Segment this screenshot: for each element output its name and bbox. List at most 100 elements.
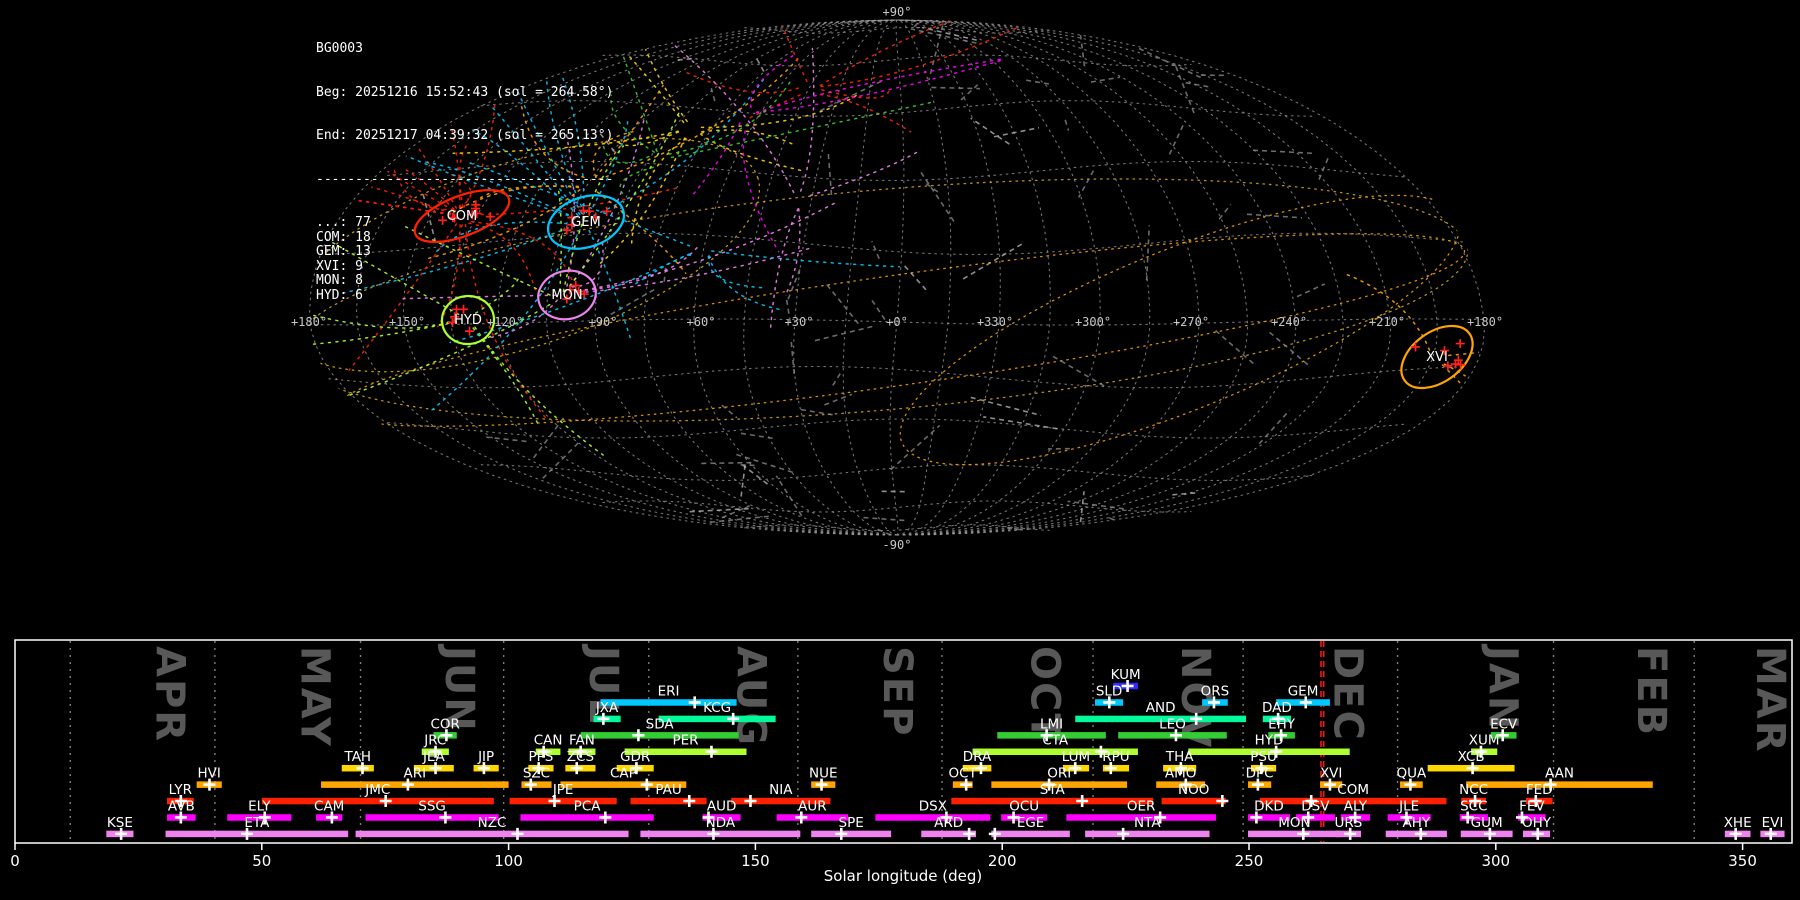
month-label: FEB xyxy=(1628,646,1674,737)
shower-TAH: TAH xyxy=(341,749,374,775)
equator-ra-label: +0° xyxy=(886,315,908,329)
count-line: ...: 77 xyxy=(316,215,371,230)
shower-code-label: DSV xyxy=(1301,798,1330,814)
shower-code-label: GEM xyxy=(1288,683,1319,699)
shower-code-label: OHY xyxy=(1522,815,1552,831)
shower-code-label: PER xyxy=(673,733,699,749)
shower-DPC: DPC xyxy=(1246,766,1274,791)
radiant-label: MON xyxy=(551,288,582,303)
shower-OCU: OCU xyxy=(1001,798,1048,824)
x-tick-label: 0 xyxy=(10,852,20,870)
shower-SCC: SCC xyxy=(1459,798,1488,824)
shower-code-label: COR xyxy=(430,716,459,732)
shower-code-label: AND xyxy=(1146,700,1176,716)
shower-code-label: ERI xyxy=(658,683,680,699)
shower-FED: FED xyxy=(1526,782,1553,808)
shower-code-label: JIP xyxy=(477,749,494,765)
equator-ra-label: +210° xyxy=(1369,315,1405,329)
shower-NUE: NUE xyxy=(809,766,838,791)
shower-PER: PER xyxy=(624,733,747,758)
month-label: JUL xyxy=(580,643,626,725)
shower-code-label: DAD xyxy=(1262,700,1292,716)
shower-SZC: SZC xyxy=(521,766,552,791)
radiant-GEM: GEM xyxy=(547,194,625,250)
shower-code-label: JEA xyxy=(422,749,446,765)
shower-code-label: CAP xyxy=(610,766,637,782)
shower-LMI: LMI xyxy=(997,716,1106,742)
shower-code-label: JRC xyxy=(423,733,446,749)
shower-JEA: JEA xyxy=(413,749,454,775)
shower-code-label: XUM xyxy=(1469,733,1500,749)
shower-CTA: CTA xyxy=(972,733,1138,758)
current-sol-marker xyxy=(1320,641,1325,842)
radiant-COM: COM xyxy=(413,189,511,243)
pole-bottom-label: -90° xyxy=(883,538,912,552)
equator-ra-label: +180° xyxy=(291,315,327,329)
equator-ra-label: +60° xyxy=(687,315,716,329)
shower-DAD: DAD xyxy=(1262,700,1292,725)
shower-LUM: LUM xyxy=(1062,749,1090,775)
month-label: MAR xyxy=(1747,646,1793,754)
radiant-ellipses: COM GEM MON HYD XVI xyxy=(413,189,1474,390)
shower-code-label: KUM xyxy=(1111,667,1141,683)
celestial-grid xyxy=(308,19,1486,536)
equator-ra-label: +330° xyxy=(977,315,1013,329)
x-tick-label: 100 xyxy=(494,852,523,870)
shower-code-label: LMI xyxy=(1040,716,1063,732)
shower-ORI: ORI xyxy=(991,766,1128,791)
shower-NDA: NDA xyxy=(640,815,801,840)
shower-URS: URS xyxy=(1335,815,1362,840)
shower-EVI: EVI xyxy=(1760,815,1785,840)
shower-code-label: JMC xyxy=(364,782,390,798)
month-label: APR xyxy=(147,646,193,743)
shower-XCB: XCB xyxy=(1427,749,1515,775)
equator-ra-label: +240° xyxy=(1271,315,1307,329)
month-label: DEC xyxy=(1324,646,1370,742)
equator-ra-label: +270° xyxy=(1173,315,1209,329)
shower-code-label: CTA xyxy=(1042,733,1069,749)
shower-DSX: DSX xyxy=(875,798,991,824)
shower-code-label: EGE xyxy=(1017,815,1045,831)
equator-ra-label: +120° xyxy=(487,315,523,329)
x-tick-label: 50 xyxy=(252,852,271,870)
shower-code-label: COM xyxy=(1337,782,1369,798)
shower-code-label: HVI xyxy=(198,766,221,782)
x-tick-label: 150 xyxy=(741,852,770,870)
shower-code-label: NDA xyxy=(706,815,736,831)
sporadic-meteor-trails xyxy=(422,20,1331,535)
shower-ERI: ERI xyxy=(600,683,737,709)
shower-STA: STA xyxy=(951,782,1154,808)
shower-code-label: SZC xyxy=(523,766,550,782)
shower-code-label: JLE xyxy=(1398,798,1419,814)
station-id: BG0003 xyxy=(316,41,363,56)
shower-code-label: PPS xyxy=(529,749,554,765)
header-separator: -------------------------------------- xyxy=(316,171,614,187)
shower-NOO: NOO xyxy=(1161,782,1229,808)
shower-code-label: DPC xyxy=(1246,766,1274,782)
shower-ORS: ORS xyxy=(1201,683,1229,709)
count-line: COM: 18 xyxy=(316,229,371,245)
shower-XUM: XUM xyxy=(1469,733,1500,758)
shower-code-label: ALY xyxy=(1344,798,1368,814)
shower-code-label: AMO xyxy=(1165,766,1197,782)
shower-GEM: GEM xyxy=(1276,683,1330,709)
shower-code-label: XVI xyxy=(1320,766,1342,782)
shower-PCA: PCA xyxy=(520,798,654,824)
radiant-label: XVI xyxy=(1426,350,1448,365)
shower-code-label: OCU xyxy=(1009,798,1039,814)
shower-PSU: PSU xyxy=(1250,749,1277,775)
shower-NTA: NTA xyxy=(1085,815,1210,840)
shower-COR: COR xyxy=(430,716,460,742)
shower-DKD: DKD xyxy=(1248,798,1290,824)
shower-JXA: JXA xyxy=(593,700,621,725)
shower-MON: MON xyxy=(1248,815,1341,840)
shower-AND: AND xyxy=(1075,700,1247,725)
activity-timeline-chart: APR MAY JUN JUL AUG SEP OCT NOV DEC JAN FEB MAR KUM… xyxy=(10,639,1793,885)
shower-code-label: HYD xyxy=(1255,733,1284,749)
shower-JMC: JMC xyxy=(261,782,494,808)
shower-FAN: FAN xyxy=(568,733,596,758)
shower-NIA: NIA xyxy=(731,782,831,808)
equator-ra-label: +180° xyxy=(1467,315,1503,329)
radiant-XVI: XVI xyxy=(1400,324,1474,390)
